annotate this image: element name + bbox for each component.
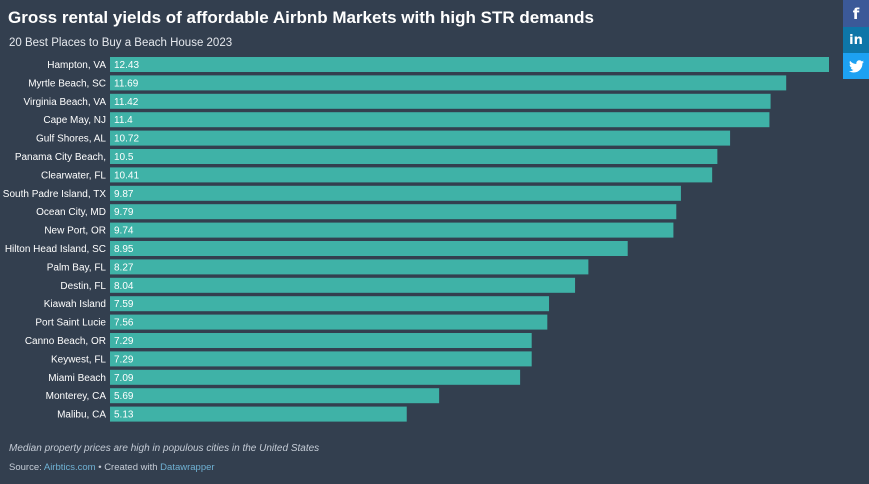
bar	[110, 57, 829, 72]
value-label: 9.87	[114, 189, 134, 200]
value-label: 11.42	[114, 97, 139, 108]
bar	[110, 185, 681, 201]
bar	[110, 388, 440, 404]
value-label: 7.29	[114, 336, 134, 347]
bar	[110, 406, 407, 422]
bar-chart: Hampton, VA 12.43 Myrtle Beach, SC 11.69 Vir…	[3, 57, 829, 422]
category-label: Malibu, CA	[57, 410, 106, 421]
value-label: 11.4	[114, 115, 133, 126]
chart-footnote: Median property prices are high in popul…	[9, 443, 320, 454]
value-label: 12.43	[114, 60, 139, 71]
bar	[110, 75, 787, 91]
value-label: 8.95	[114, 244, 134, 255]
value-label: 11.69	[114, 78, 139, 89]
bar	[110, 112, 770, 128]
category-label: Cape May, NJ	[43, 115, 106, 126]
facebook-icon: f	[852, 4, 860, 23]
category-label: Virginia Beach, VA	[24, 97, 107, 108]
value-label: 10.5	[114, 152, 134, 163]
category-label: Monterey, CA	[46, 391, 107, 402]
value-label: 7.56	[114, 318, 134, 329]
value-label: 10.41	[114, 170, 139, 181]
category-label: Palm Bay, FL	[47, 262, 107, 273]
bar	[110, 333, 532, 348]
value-label: 7.29	[114, 354, 134, 365]
twitter-icon	[848, 59, 864, 72]
bar	[110, 259, 589, 275]
bar	[110, 296, 550, 312]
bar	[110, 277, 576, 293]
bar	[110, 351, 532, 367]
linkedin-share-button[interactable]: in	[843, 27, 869, 53]
source-link[interactable]: Airbtics.com	[43, 462, 96, 473]
bar	[110, 222, 674, 238]
value-label: 8.04	[114, 281, 134, 292]
bar	[110, 314, 548, 330]
bar	[110, 167, 713, 183]
bar	[110, 149, 718, 164]
datawrapper-link[interactable]: Datawrapper	[160, 462, 215, 473]
chart-title: Gross rental yields of affordable Airbnb…	[8, 8, 594, 27]
category-label: Hampton, VA	[47, 60, 106, 71]
value-label: 8.27	[114, 262, 134, 273]
category-label: Ocean City, MD	[36, 207, 106, 218]
category-label: South Padre Island, TX	[3, 189, 107, 200]
category-label: Keywest, FL	[51, 354, 106, 365]
category-label: Kiawah Island	[44, 299, 106, 310]
created-with-text: • Created with	[95, 462, 161, 473]
category-label: Miami Beach	[48, 373, 106, 384]
social-share-bar: f in	[843, 0, 869, 79]
category-label: Canno Beach, OR	[25, 336, 106, 347]
category-label: New Port, OR	[44, 226, 106, 237]
value-label: 7.59	[114, 299, 134, 310]
category-label: Port Saint Lucie	[35, 318, 106, 329]
value-label: 5.13	[114, 410, 134, 421]
bar	[110, 130, 731, 146]
value-label: 5.69	[114, 391, 134, 402]
bar	[110, 241, 628, 256]
bar	[110, 369, 521, 385]
category-label: Destin, FL	[60, 281, 106, 292]
category-label: Clearwater, FL	[41, 170, 106, 181]
value-label: 9.74	[114, 226, 134, 237]
bar	[110, 93, 771, 109]
category-label: Hilton Head Island, SC	[5, 244, 106, 255]
source-line: Source: Airbtics.com • Created with Data…	[9, 462, 215, 473]
chart-subtitle: 20 Best Places to Buy a Beach House 2023	[9, 37, 233, 49]
category-label: Panama City Beach,	[15, 152, 106, 163]
category-label: Myrtle Beach, SC	[28, 78, 106, 89]
facebook-share-button[interactable]: f	[843, 0, 869, 27]
value-label: 9.79	[114, 207, 134, 218]
twitter-share-button[interactable]	[843, 53, 869, 79]
bar	[110, 204, 677, 220]
value-label: 7.09	[114, 373, 134, 384]
value-label: 10.72	[114, 134, 139, 145]
category-label: Gulf Shores, AL	[36, 134, 106, 145]
linkedin-icon: in	[849, 32, 863, 48]
source-prefix: Source:	[9, 462, 44, 473]
